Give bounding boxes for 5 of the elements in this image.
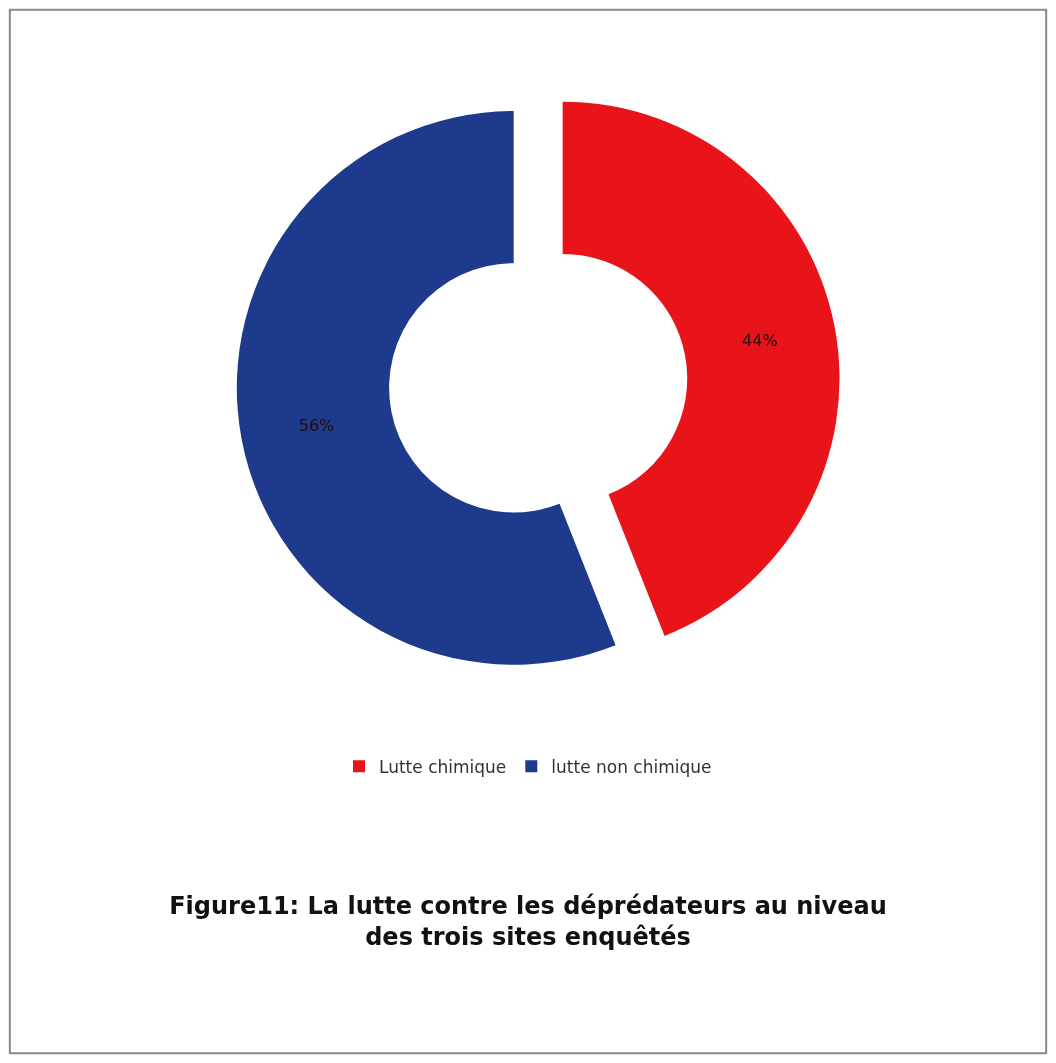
legend-label: Lutte chimique (379, 756, 507, 777)
text: Figure11: La lutte contre les déprédateurs au niveau des trois sites enquêtés (169, 892, 887, 952)
data-label: 56% (298, 415, 335, 435)
legend-label: lutte non chimique (551, 756, 712, 777)
data-label: 44% (742, 331, 778, 351)
